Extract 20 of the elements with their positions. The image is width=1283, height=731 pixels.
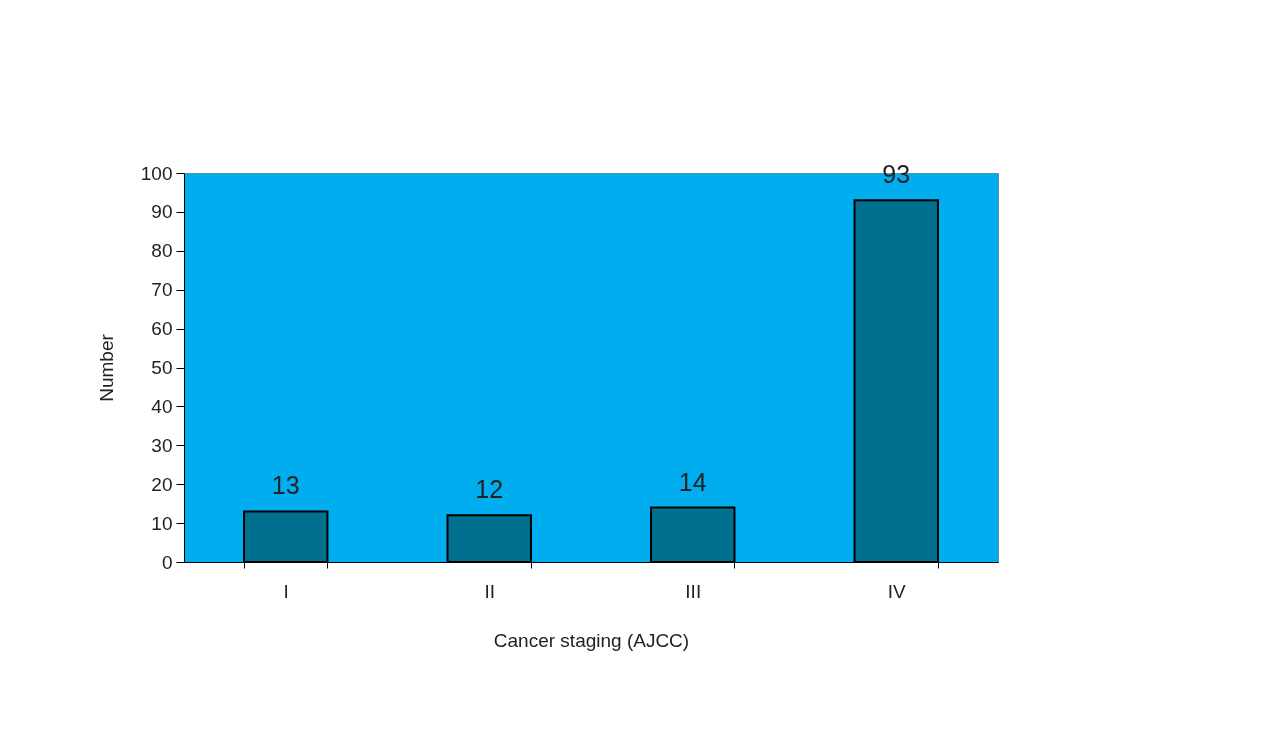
y-tick-label: 80 [151,240,173,262]
y-axis-title: Number [95,333,117,402]
y-tick-label: 20 [151,473,173,495]
data-label: 13 [271,471,300,500]
y-tick-label: 40 [151,395,173,417]
y-tick-label: 10 [151,512,173,534]
y-tick-label: 50 [151,357,173,378]
x-tick-label: I [283,580,289,602]
y-tick-label: 90 [151,201,173,223]
data-label: 14 [678,467,707,496]
y-tick-label: 70 [151,279,173,301]
x-tick-label: IV [887,580,907,602]
y-tick-label: 30 [151,434,173,456]
x-tick-label: III [685,580,702,602]
data-label: 12 [475,475,504,504]
y-tick-label: 0 [161,551,173,573]
y-tick-label: 100 [140,162,173,184]
x-tick-label: II [484,580,496,602]
y-tick-label: 60 [151,318,173,340]
x-axis-title: Cancer staging (AJCC) [493,629,690,651]
